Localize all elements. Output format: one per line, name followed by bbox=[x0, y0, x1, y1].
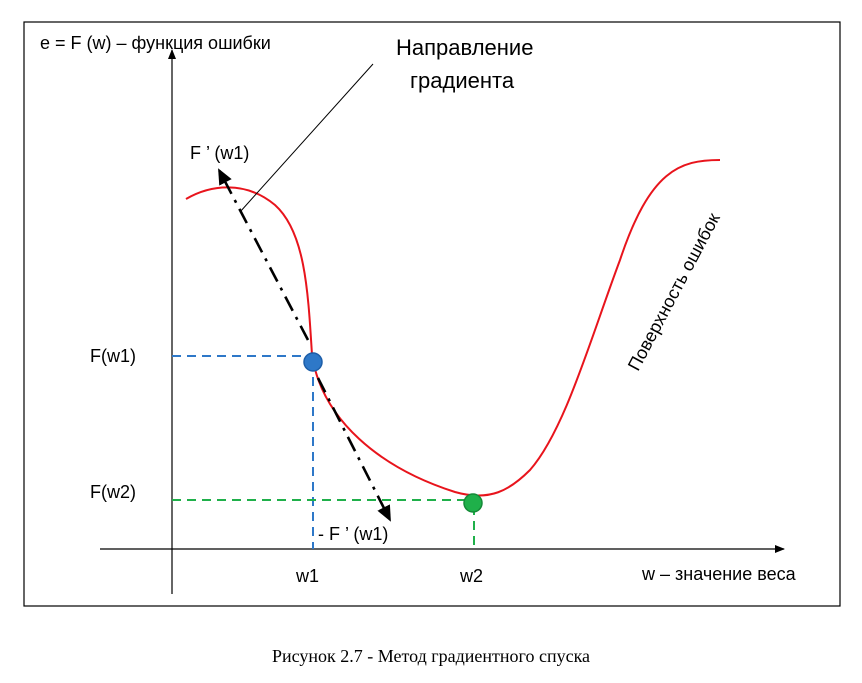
gradient-direction-leader bbox=[239, 63, 374, 213]
x-tick-w2: w2 bbox=[459, 566, 483, 586]
error-surface-label: Поверхность ошибок bbox=[624, 210, 724, 374]
x-axis-label: w – значение веса bbox=[641, 564, 797, 584]
y-tick-f-w1: F(w1) bbox=[90, 346, 136, 366]
gradient-direction-label-line2: градиента bbox=[410, 68, 515, 93]
gradient-arrow bbox=[217, 168, 310, 341]
y-axis-label: e = F (w) – функция ошибки bbox=[40, 33, 271, 53]
w1-point bbox=[303, 352, 323, 372]
gradient-direction-label-line1: Направление bbox=[396, 35, 533, 60]
gradient-direction-label: Направление градиента bbox=[396, 35, 540, 93]
figure-frame bbox=[23, 21, 841, 607]
gradient-label: F ’ (w1) bbox=[190, 143, 249, 163]
w2-point bbox=[463, 493, 483, 513]
y-tick-f-w2: F(w2) bbox=[90, 482, 136, 502]
error-surface-curve bbox=[185, 159, 721, 497]
x-tick-w1: w1 bbox=[295, 566, 319, 586]
negative-gradient-arrow bbox=[316, 377, 392, 522]
negative-gradient-label: - F ’ (w1) bbox=[318, 524, 388, 544]
figure-caption: Рисунок 2.7 - Метод градиентного спуска bbox=[271, 646, 591, 666]
